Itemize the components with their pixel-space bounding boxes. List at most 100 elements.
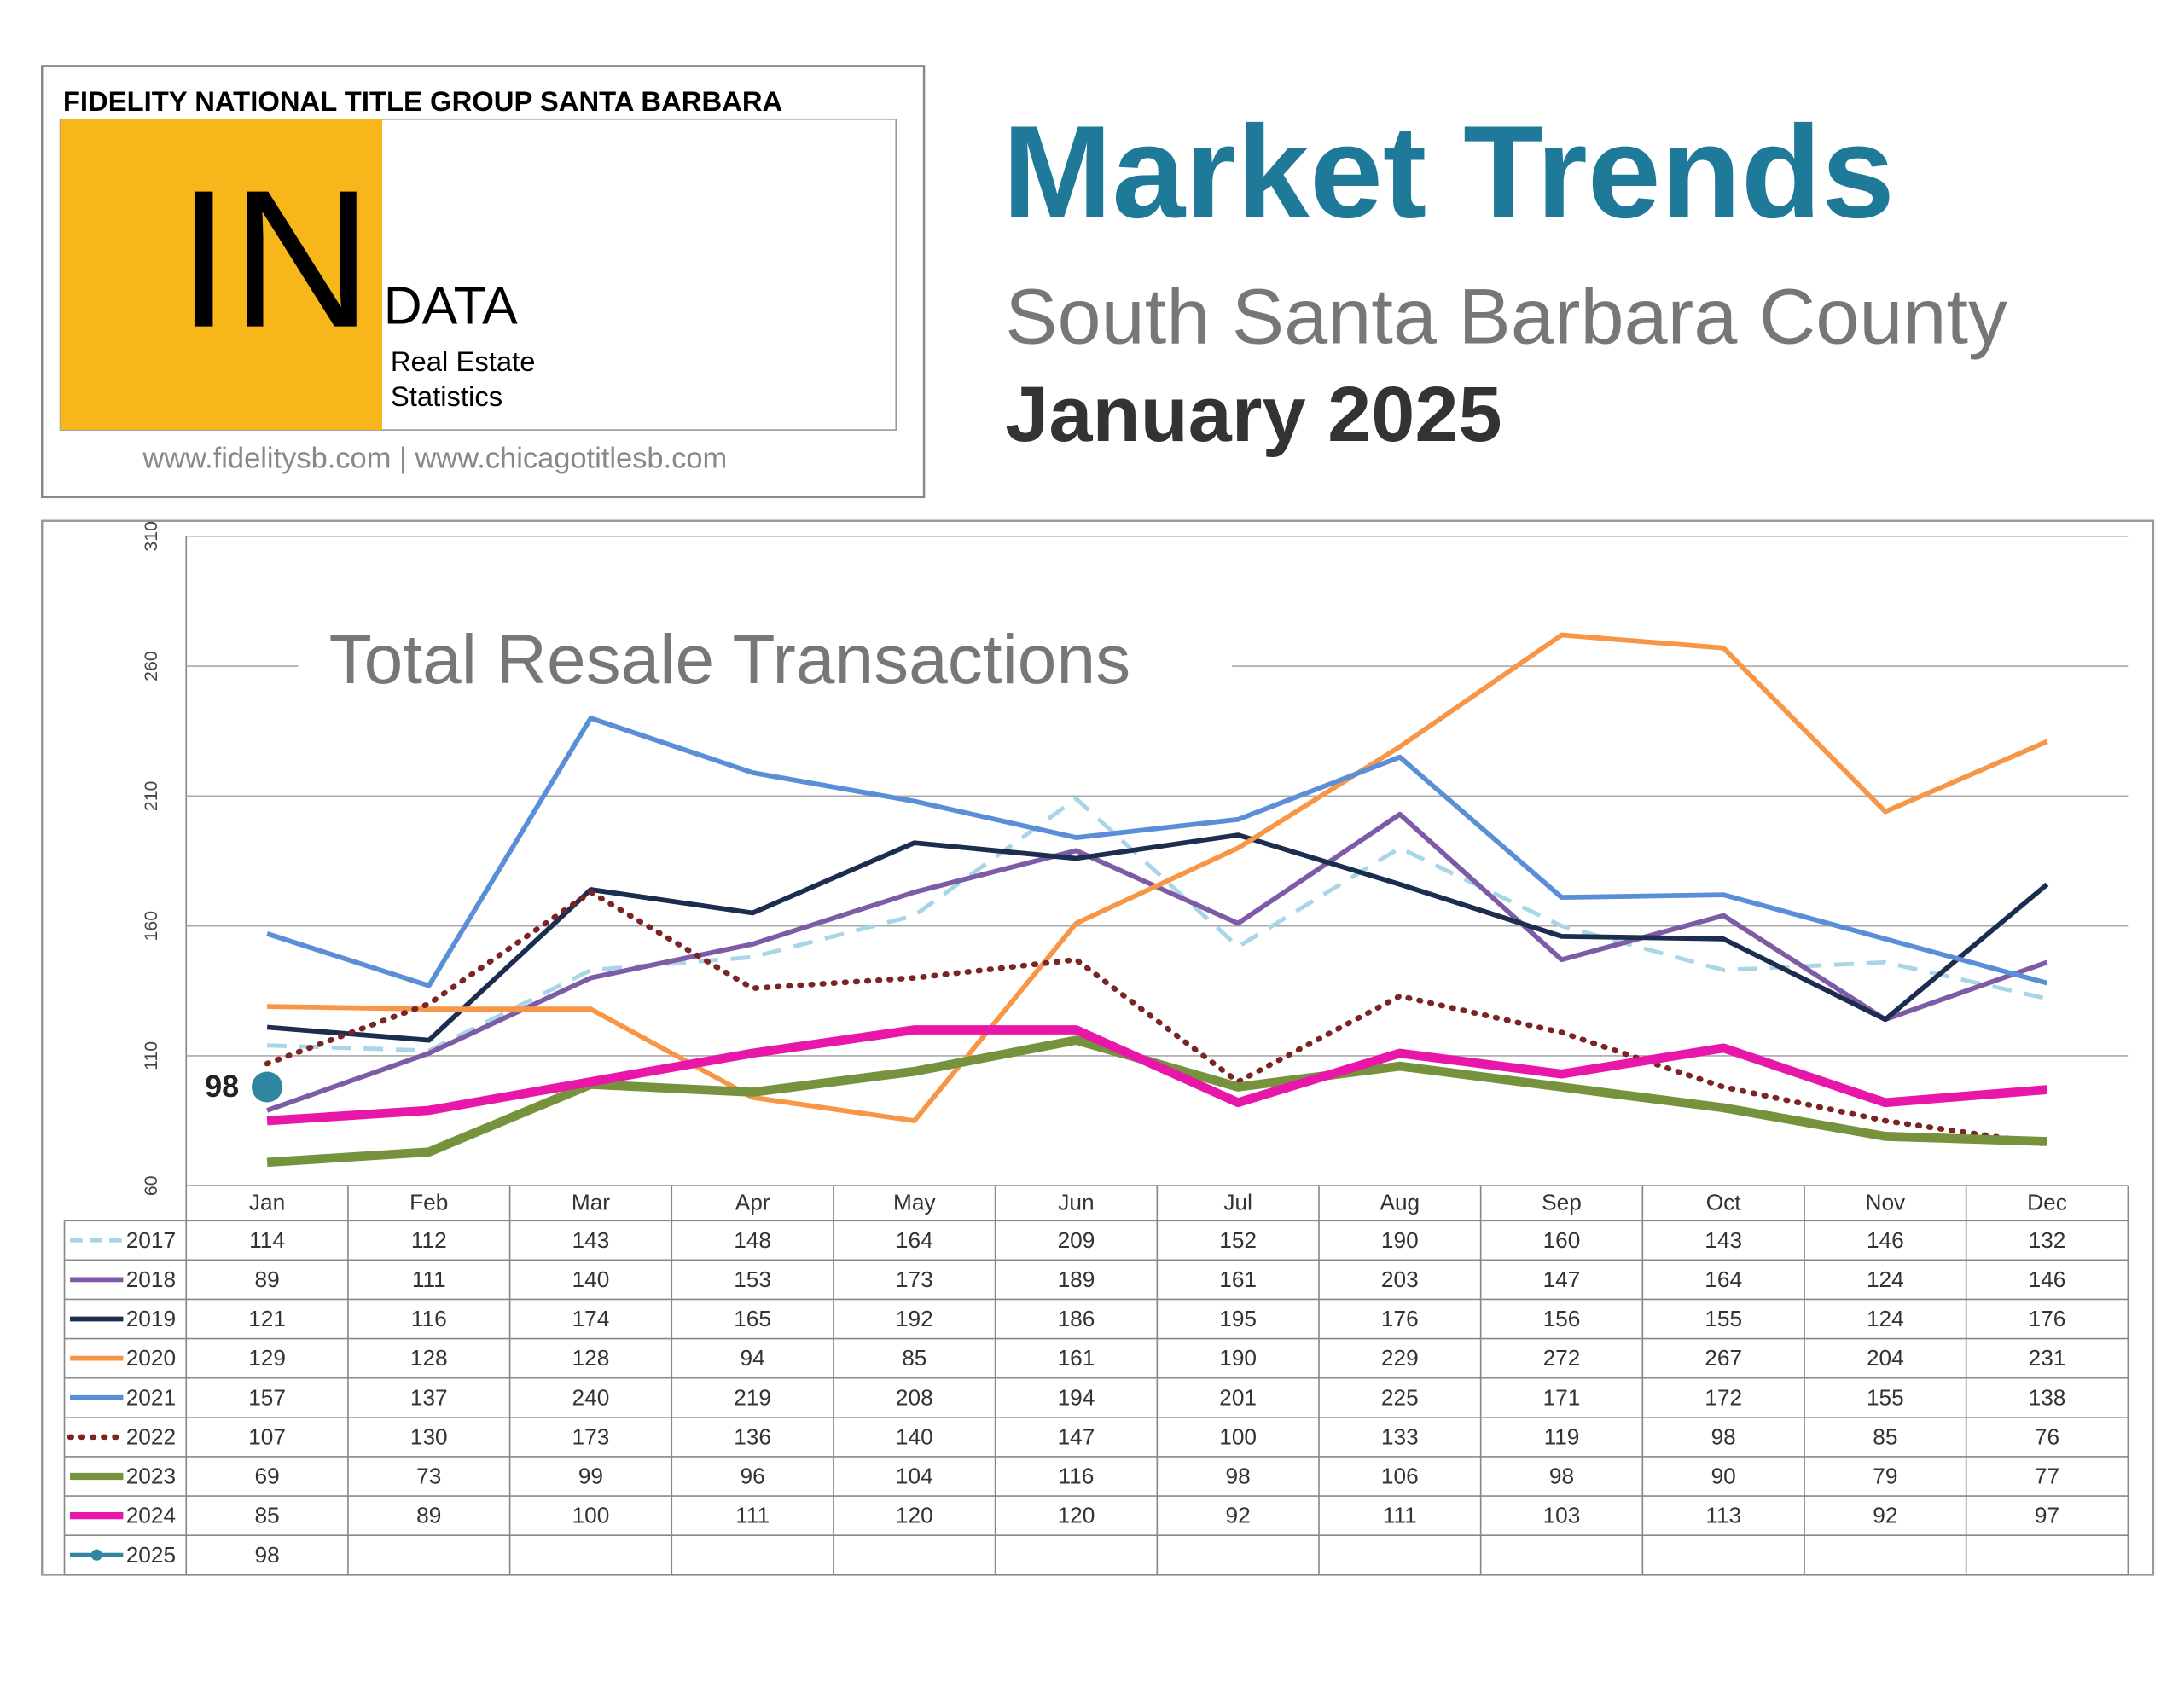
series-line — [267, 796, 2048, 1053]
table-cell: 186 — [1058, 1306, 1095, 1331]
x-tick-label: Jul — [1223, 1190, 1252, 1215]
table-cell: 190 — [1381, 1227, 1419, 1253]
series-line — [266, 832, 2049, 1043]
table-cell: 229 — [1381, 1345, 1419, 1371]
logo-word: DATA — [384, 276, 518, 335]
logo-sub: Real Estate — [391, 345, 536, 377]
table-cell: 128 — [572, 1345, 610, 1371]
x-tick-label: Apr — [735, 1190, 770, 1215]
table-cell: 89 — [416, 1503, 441, 1528]
table-cell: 85 — [902, 1345, 926, 1371]
table-cell: 155 — [1867, 1384, 1904, 1410]
legend-label: 2017 — [126, 1227, 176, 1253]
legend-label: 2019 — [126, 1306, 176, 1331]
legend-label: 2018 — [126, 1267, 176, 1292]
table-cell: 147 — [1058, 1423, 1095, 1449]
table-cell: 98 — [1226, 1464, 1251, 1489]
table-cell: 100 — [572, 1503, 610, 1528]
table-cell: 174 — [572, 1306, 610, 1331]
x-tick-label: Jun — [1058, 1190, 1094, 1215]
table-cell: 155 — [1705, 1306, 1742, 1331]
table-cell: 111 — [735, 1503, 770, 1528]
table-cell: 120 — [1058, 1503, 1095, 1528]
table-cell: 153 — [734, 1267, 771, 1292]
table-cell: 96 — [741, 1464, 765, 1489]
table-cell: 176 — [2029, 1306, 2066, 1331]
table-cell: 164 — [1705, 1267, 1742, 1292]
table-cell: 73 — [416, 1464, 441, 1489]
table-cell: 147 — [1543, 1267, 1581, 1292]
table-cell: 98 — [1711, 1423, 1736, 1449]
table-cell: 194 — [1058, 1384, 1095, 1410]
table-cell: 113 — [1705, 1503, 1741, 1528]
table-cell: 225 — [1381, 1384, 1419, 1410]
table-cell: 152 — [1219, 1227, 1257, 1253]
table-cell: 85 — [1873, 1423, 1897, 1449]
table-cell: 136 — [734, 1423, 771, 1449]
table-cell: 140 — [896, 1423, 933, 1449]
table-cell: 90 — [1711, 1464, 1736, 1489]
x-tick-label: Sep — [1542, 1190, 1582, 1215]
table-cell: 92 — [1873, 1503, 1897, 1528]
logo-block — [60, 119, 383, 431]
x-tick-label: Feb — [410, 1190, 448, 1215]
table-cell: 98 — [254, 1542, 279, 1568]
table-cell: 97 — [2035, 1503, 2059, 1528]
table-cell: 267 — [1705, 1345, 1742, 1371]
table-cell: 160 — [1543, 1227, 1581, 1253]
table-cell: 171 — [1543, 1384, 1581, 1410]
series-line — [264, 889, 2050, 1147]
table-cell: 203 — [1381, 1267, 1419, 1292]
table-cell: 130 — [410, 1423, 448, 1449]
y-tick-label: 160 — [141, 911, 161, 942]
legend-label: 2025 — [126, 1542, 176, 1568]
table-cell: 192 — [896, 1306, 933, 1331]
x-tick-label: Jan — [249, 1190, 285, 1215]
title-bg — [298, 624, 1233, 709]
table-cell: 120 — [896, 1503, 933, 1528]
table-cell: 98 — [1549, 1464, 1574, 1489]
table-cell: 89 — [254, 1267, 279, 1292]
table-cell: 124 — [1867, 1267, 1904, 1292]
table-cell: 76 — [2035, 1423, 2059, 1449]
table-cell: 143 — [1705, 1227, 1742, 1253]
table-cell: 100 — [1219, 1423, 1257, 1449]
x-tick-label: Dec — [2027, 1190, 2067, 1215]
table-cell: 128 — [410, 1345, 448, 1371]
company: FIDELITY NATIONAL TITLE GROUP SANTA BARB… — [63, 85, 782, 117]
table-cell: 209 — [1058, 1227, 1095, 1253]
legend-label: 2022 — [126, 1423, 176, 1449]
table-cell: 119 — [1544, 1423, 1580, 1449]
table-cell: 133 — [1381, 1423, 1419, 1449]
data-label: 98 — [205, 1069, 239, 1104]
table-cell: 85 — [254, 1503, 279, 1528]
legend-label: 2024 — [126, 1503, 176, 1528]
y-tick-label: 110 — [141, 1041, 161, 1070]
url: www.fidelitysb.com | www.chicagotitlesb.… — [142, 442, 727, 474]
table-cell: 201 — [1219, 1384, 1257, 1410]
table-cell: 92 — [1226, 1503, 1251, 1528]
chart-title: Total Resale Transactions — [329, 621, 1130, 699]
table-cell: 138 — [2029, 1384, 2066, 1410]
table-cell: 157 — [248, 1384, 286, 1410]
table-cell: 189 — [1058, 1267, 1095, 1292]
y-tick-label: 210 — [141, 780, 161, 811]
table-cell: 156 — [1543, 1306, 1581, 1331]
legend-label: 2021 — [126, 1384, 176, 1410]
legend-label: 2020 — [126, 1345, 176, 1371]
series-line — [267, 632, 2048, 1123]
table-cell: 103 — [1543, 1503, 1581, 1528]
table-cell: 124 — [1867, 1306, 1904, 1331]
table-cell: 140 — [572, 1267, 610, 1292]
legend-label: 2023 — [126, 1464, 176, 1489]
x-tick-label: Mar — [572, 1190, 610, 1215]
table-cell: 99 — [578, 1464, 603, 1489]
x-tick-label: Aug — [1380, 1190, 1420, 1215]
date: January 2025 — [1005, 371, 1502, 458]
table-cell: 240 — [572, 1384, 610, 1410]
series-line — [266, 716, 2048, 988]
y-tick-label: 310 — [141, 521, 161, 552]
x-tick-label: May — [893, 1190, 936, 1215]
